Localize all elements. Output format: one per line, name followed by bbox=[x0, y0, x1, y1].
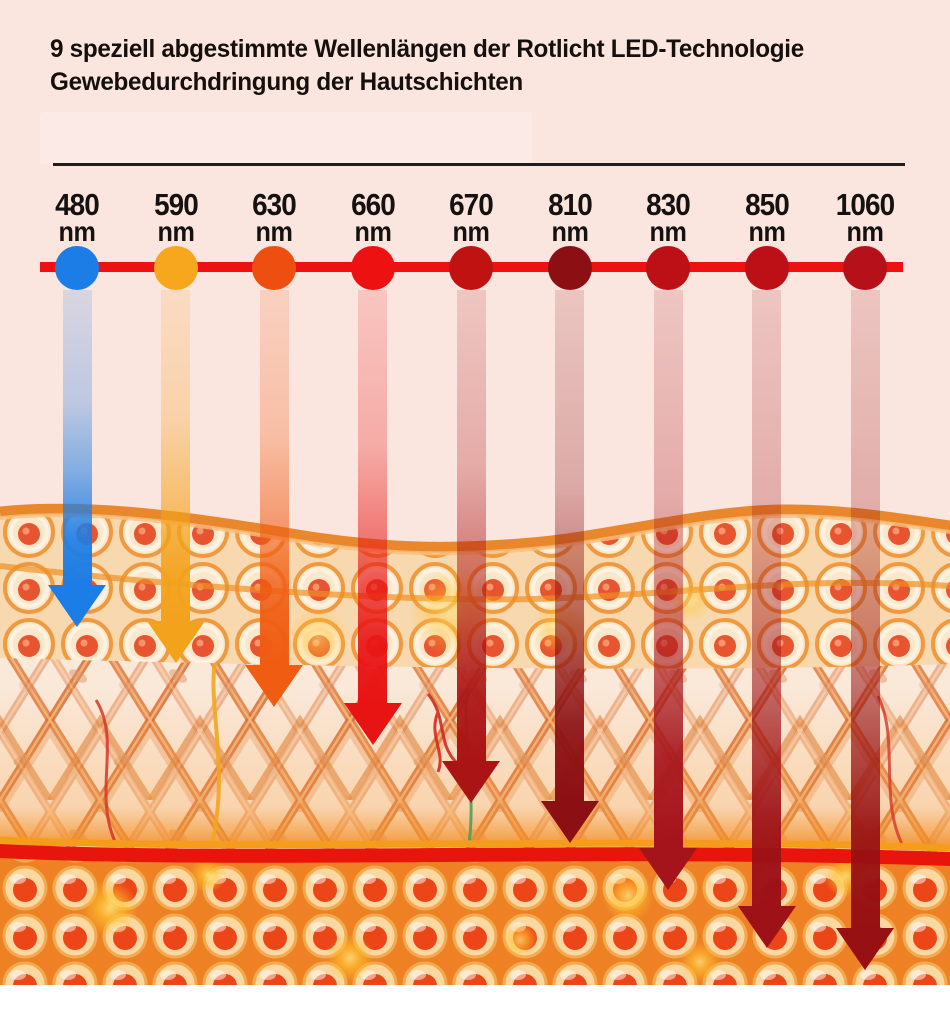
hypodermis-layer bbox=[0, 854, 950, 986]
wavelength-value: 480 bbox=[55, 187, 100, 222]
arrow-shaft-830nm bbox=[653, 290, 683, 848]
wavelength-value: 660 bbox=[350, 187, 396, 222]
wavelength-dot-480nm bbox=[55, 246, 99, 290]
wavelength-label: 850 nm bbox=[744, 187, 790, 247]
wavelength-value: 590 bbox=[153, 187, 199, 222]
wavelength-label: 1060 nm bbox=[835, 187, 895, 247]
vessel-red bbox=[94, 699, 118, 845]
arrow-shaft-590nm bbox=[161, 290, 190, 621]
wavelength-label: 810 nm bbox=[547, 187, 593, 247]
wavelength-value: 810 bbox=[547, 187, 593, 222]
wavelength-label: 590 nm bbox=[153, 187, 199, 247]
wavelength-dot-810nm bbox=[547, 246, 592, 290]
arrow-head-1060nm bbox=[836, 928, 894, 970]
wavelength-dot-590nm bbox=[153, 246, 198, 290]
wavelength-label: 670 nm bbox=[449, 187, 494, 247]
arrow-head-590nm bbox=[146, 621, 205, 663]
wavelength-dot-830nm bbox=[646, 246, 690, 290]
arrow-shaft-660nm bbox=[358, 290, 387, 703]
arrow-head-660nm bbox=[343, 703, 402, 745]
wavelength-unit: nm bbox=[748, 216, 785, 247]
title-line-2: Gewebedurchdringung der Hautschichten bbox=[50, 68, 523, 96]
wavelength-value: 1060 bbox=[835, 187, 895, 222]
wavelength-unit: nm bbox=[846, 216, 884, 247]
wavelength-dot-630nm bbox=[252, 246, 296, 290]
wavelength-value: 670 bbox=[449, 187, 494, 222]
arrow-shaft-630nm bbox=[259, 290, 289, 665]
wavelength-value: 630 bbox=[252, 187, 297, 222]
wavelength-value: 850 bbox=[744, 187, 790, 222]
wavelength-dot-850nm bbox=[744, 246, 789, 290]
vessel-yellow bbox=[210, 655, 221, 845]
arrow-head-810nm bbox=[540, 801, 599, 843]
wavelength-dot-660nm bbox=[350, 246, 395, 290]
wavelength-unit: nm bbox=[157, 216, 194, 247]
dermis-hypodermis-boundary bbox=[0, 836, 950, 866]
wavelength-dot-670nm bbox=[449, 246, 493, 290]
light-patch bbox=[40, 112, 532, 164]
arrow-shaft-810nm bbox=[555, 290, 584, 801]
wavelength-value: 830 bbox=[646, 187, 691, 222]
wavelength-unit: nm bbox=[551, 216, 588, 247]
arrow-head-480nm bbox=[48, 585, 106, 627]
vessel-red bbox=[876, 695, 906, 849]
wavelength-unit: nm bbox=[255, 216, 293, 247]
arrow-shaft-850nm bbox=[752, 290, 781, 906]
arrow-head-670nm bbox=[442, 761, 500, 803]
divider-line bbox=[53, 163, 905, 166]
arrow-shaft-480nm bbox=[62, 290, 92, 585]
arrow-head-830nm bbox=[639, 848, 697, 890]
arrow-shaft-670nm bbox=[456, 290, 486, 761]
wavelength-label: 830 nm bbox=[646, 187, 691, 247]
title-line-1: 9 speziell abgestimmte Wellenlängen der … bbox=[50, 35, 804, 63]
wavelength-label: 660 nm bbox=[350, 187, 396, 247]
arrow-shaft-1060nm bbox=[850, 290, 880, 928]
wavelength-unit: nm bbox=[354, 216, 391, 247]
wavelength-dot-1060nm bbox=[843, 246, 887, 290]
wavelength-unit: nm bbox=[452, 216, 490, 247]
vessel-red bbox=[426, 693, 460, 773]
wavelength-unit: nm bbox=[649, 216, 687, 247]
arrow-head-850nm bbox=[737, 906, 796, 948]
wavelength-label: 630 nm bbox=[252, 187, 297, 247]
arrow-head-630nm bbox=[245, 665, 303, 707]
wavelength-unit: nm bbox=[58, 216, 96, 247]
wavelength-label: 480 nm bbox=[55, 187, 100, 247]
bottom-margin bbox=[0, 985, 950, 1024]
page-title: 9 speziell abgestimmte Wellenlängen der … bbox=[50, 33, 827, 99]
